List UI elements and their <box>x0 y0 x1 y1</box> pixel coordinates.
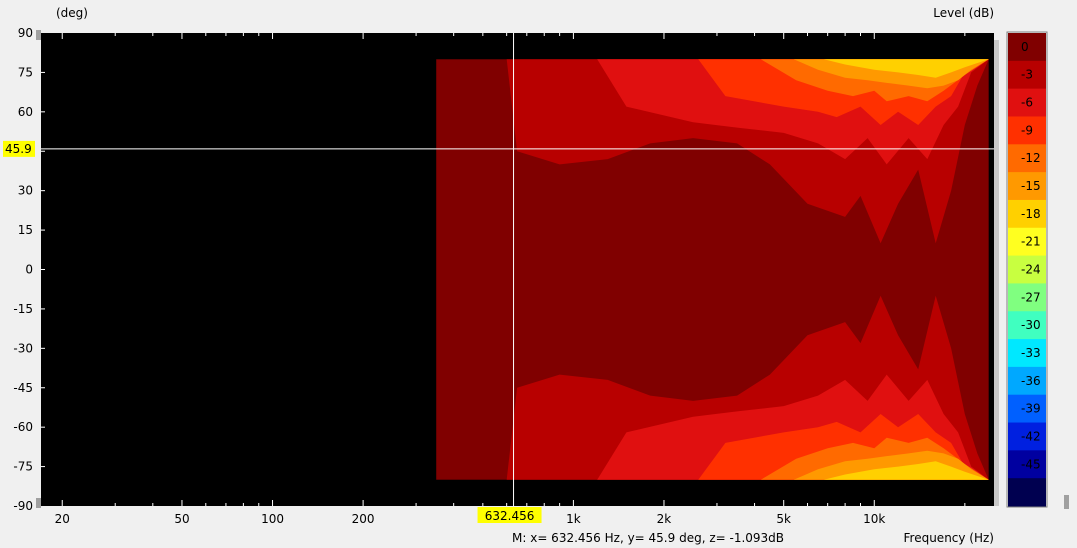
colorbar-level-label: -15 <box>1021 179 1041 193</box>
colorbar: 0 -3 -6 -9 -12 -15 -18 -21 -24 -27 -30 -33 -36 -39 -42… <box>1006 31 1069 509</box>
colorbar-swatch <box>1008 60 1046 90</box>
colorbar-swatch <box>1008 394 1046 424</box>
colorbar-level-label: -42 <box>1021 429 1041 443</box>
colorbar-swatch <box>1008 116 1046 145</box>
y-tick-label: -30 <box>13 341 33 355</box>
colorbar-swatch <box>1008 422 1046 451</box>
cursor-y-value: 45.9 <box>5 142 32 156</box>
y-tick-label: -75 <box>13 460 33 474</box>
colorbar-swatch <box>1008 311 1046 340</box>
colorbar-swatch <box>1008 283 1046 312</box>
cursor-x-value: 632.456 <box>485 509 535 523</box>
colorbar-swatch <box>1008 88 1046 117</box>
x-tick-label: 5k <box>776 512 791 526</box>
right-scrollbar[interactable] <box>994 40 999 506</box>
axis-ticks: 20 50 100 200 1k 2k 5k 10k 90 75 60 30 15 0 -15 -30 -45 -… <box>13 26 966 526</box>
y-tick-label: -15 <box>13 302 33 316</box>
y-tick-label: -45 <box>13 381 33 395</box>
y-tick-label: -90 <box>13 499 33 513</box>
x-tick-label: 1k <box>566 512 581 526</box>
colorbar-swatch <box>1008 172 1046 201</box>
y-tick-label: -60 <box>13 420 33 434</box>
x-tick-label: 50 <box>174 512 189 526</box>
colorbar-level-label: -33 <box>1021 346 1041 360</box>
x-tick-label: 10k <box>863 512 885 526</box>
colorbar-scroll-handle[interactable] <box>1064 495 1069 509</box>
colorbar-level-label: -39 <box>1021 402 1041 416</box>
cursor-y-badge <box>3 140 35 157</box>
colorbar-level-label: -36 <box>1021 374 1041 388</box>
y-tick-label: 75 <box>18 65 33 79</box>
x-tick-label: 200 <box>352 512 375 526</box>
colorbar-swatch <box>1008 366 1046 396</box>
y-axis-label: (deg) <box>56 6 88 20</box>
colorbar-swatch <box>1008 450 1046 479</box>
colorbar-swatch <box>1008 199 1046 229</box>
colorbar-level-label: -30 <box>1021 318 1041 332</box>
y-tick-label: 60 <box>18 105 33 119</box>
colorbar-swatch <box>1008 255 1046 284</box>
colorbar-level-label: -3 <box>1021 68 1033 82</box>
y-scroll-handle-bottom[interactable] <box>36 498 41 508</box>
contour-band-m3dB <box>506 59 989 480</box>
x-tick-label: 20 <box>55 512 70 526</box>
colorbar-level-label: -18 <box>1021 207 1041 221</box>
y-tick-label: 0 <box>25 263 33 277</box>
colorbar-swatch <box>1008 227 1046 257</box>
colorbar-level-label: -12 <box>1021 151 1041 165</box>
y-tick-label: 15 <box>18 223 33 237</box>
colorbar-level-label: -24 <box>1021 263 1041 277</box>
colorbar-swatch <box>1008 144 1046 173</box>
y-tick-label: 30 <box>18 184 33 198</box>
x-axis-label: Frequency (Hz) <box>904 531 995 545</box>
y-tick-label: 90 <box>18 26 33 40</box>
heatmap-layer <box>436 59 989 480</box>
colorbar-swatch <box>1008 33 1046 62</box>
y-scroll-handle-top[interactable] <box>36 30 41 40</box>
colorbar-swatch <box>1008 478 1046 507</box>
x-tick-label: 100 <box>261 512 284 526</box>
colorbar-level-label: -9 <box>1021 123 1033 137</box>
colorbar-swatch <box>1008 339 1046 368</box>
colorbar-level-label: -21 <box>1021 235 1041 249</box>
cursor-x-badge <box>477 507 542 523</box>
colorbar-level-label: -6 <box>1021 96 1033 110</box>
colorbar-level-label: -27 <box>1021 290 1041 304</box>
cursor[interactable]: 45.9 632.456 <box>3 33 994 523</box>
colorbar-label: Level (dB) <box>933 6 994 20</box>
contour-band-m6dB <box>597 59 989 480</box>
colorbar-frame <box>1006 31 1048 508</box>
cursor-readout: M: x= 632.456 Hz, y= 45.9 deg, z= -1.093… <box>512 531 784 545</box>
colorbar-level-label: -45 <box>1021 457 1041 471</box>
x-tick-label: 2k <box>657 512 672 526</box>
colorbar-level-label: 0 <box>1021 40 1029 54</box>
